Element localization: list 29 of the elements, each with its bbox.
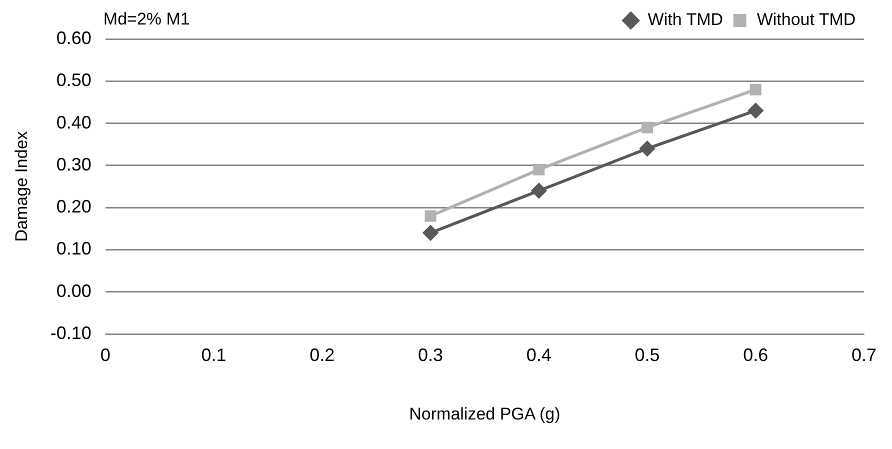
point xyxy=(642,122,654,134)
point xyxy=(424,210,436,222)
y-tick-label: 0.10 xyxy=(56,238,92,259)
point xyxy=(423,225,438,240)
y-tick-label: 0.50 xyxy=(56,70,92,90)
y-tick-label: 0.60 xyxy=(56,28,92,48)
x-tick-label: 0.6 xyxy=(743,344,768,365)
point xyxy=(640,141,655,156)
x-tick-label: 0.3 xyxy=(418,344,444,365)
legend-label: With TMD xyxy=(648,10,724,30)
y-tick-label: -0.10 xyxy=(50,322,92,343)
legend-label: Without TMD xyxy=(756,10,856,30)
x-tick-label: 0.2 xyxy=(310,344,335,365)
x-axis-title: Normalized PGA (g) xyxy=(409,404,560,424)
x-tick-label: 0.4 xyxy=(526,344,552,365)
x-tick-label: 0 xyxy=(100,344,110,365)
y-axis-title: Damage Index xyxy=(12,130,31,242)
y-tick-label: 0.30 xyxy=(56,154,92,174)
x-tick-label: 0.7 xyxy=(851,344,877,365)
y-tick-label: 0.00 xyxy=(56,280,92,301)
point xyxy=(531,183,546,198)
chart-title: Md=2% M1 xyxy=(103,10,190,29)
x-tick-label: 0.1 xyxy=(201,344,226,365)
y-tick-label: 0.20 xyxy=(56,196,92,217)
x-tick-label: 0.5 xyxy=(634,344,660,365)
point xyxy=(750,84,762,96)
point xyxy=(533,164,545,176)
y-tick-label: 0.40 xyxy=(56,112,92,132)
point xyxy=(748,103,764,118)
